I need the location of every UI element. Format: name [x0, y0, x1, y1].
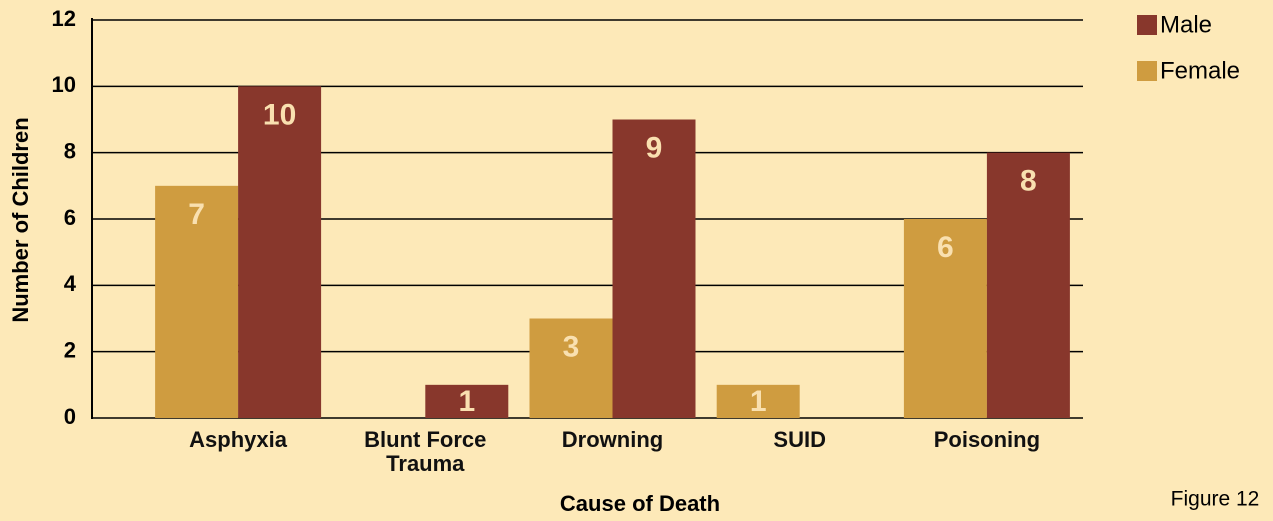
y-tick-label: 8 — [64, 138, 76, 163]
caption: Figure 12 — [1171, 488, 1260, 511]
bar — [903, 219, 987, 418]
x-tick-label: Poisoning — [933, 427, 1041, 452]
y-tick-label: 10 — [52, 72, 76, 97]
data-label: 10 — [263, 98, 296, 131]
bar — [238, 86, 322, 418]
data-label: 7 — [188, 198, 205, 231]
bar — [155, 185, 239, 418]
x-tick-label: SUID — [773, 427, 826, 452]
data-label: 6 — [937, 231, 954, 264]
bar — [716, 384, 800, 418]
bar — [612, 119, 696, 418]
y-tick-label: 0 — [64, 404, 76, 429]
data-label: 1 — [750, 385, 767, 418]
data-label: 9 — [646, 131, 663, 164]
bar — [986, 152, 1070, 418]
data-label: 3 — [563, 330, 580, 363]
y-axis-title: Number of Children — [8, 117, 33, 322]
y-tick-label: 2 — [64, 337, 76, 362]
y-tick-label: 12 — [52, 6, 76, 31]
bar — [529, 318, 613, 418]
y-tick-label: 6 — [64, 205, 76, 230]
x-tick-label: Drowning — [561, 427, 664, 452]
x-tick-label: Blunt Force Trauma — [364, 427, 487, 476]
data-label: 1 — [458, 385, 475, 418]
legend-swatch — [1137, 15, 1157, 35]
bar — [425, 384, 509, 418]
legend-label: Female — [1160, 57, 1240, 84]
legend-label: Male — [1160, 11, 1212, 38]
x-axis-title: Cause of Death — [560, 491, 720, 516]
x-tick-label: Asphyxia — [189, 427, 287, 452]
data-label: 8 — [1020, 165, 1037, 198]
y-tick-label: 4 — [64, 271, 77, 296]
legend-swatch — [1137, 61, 1157, 81]
